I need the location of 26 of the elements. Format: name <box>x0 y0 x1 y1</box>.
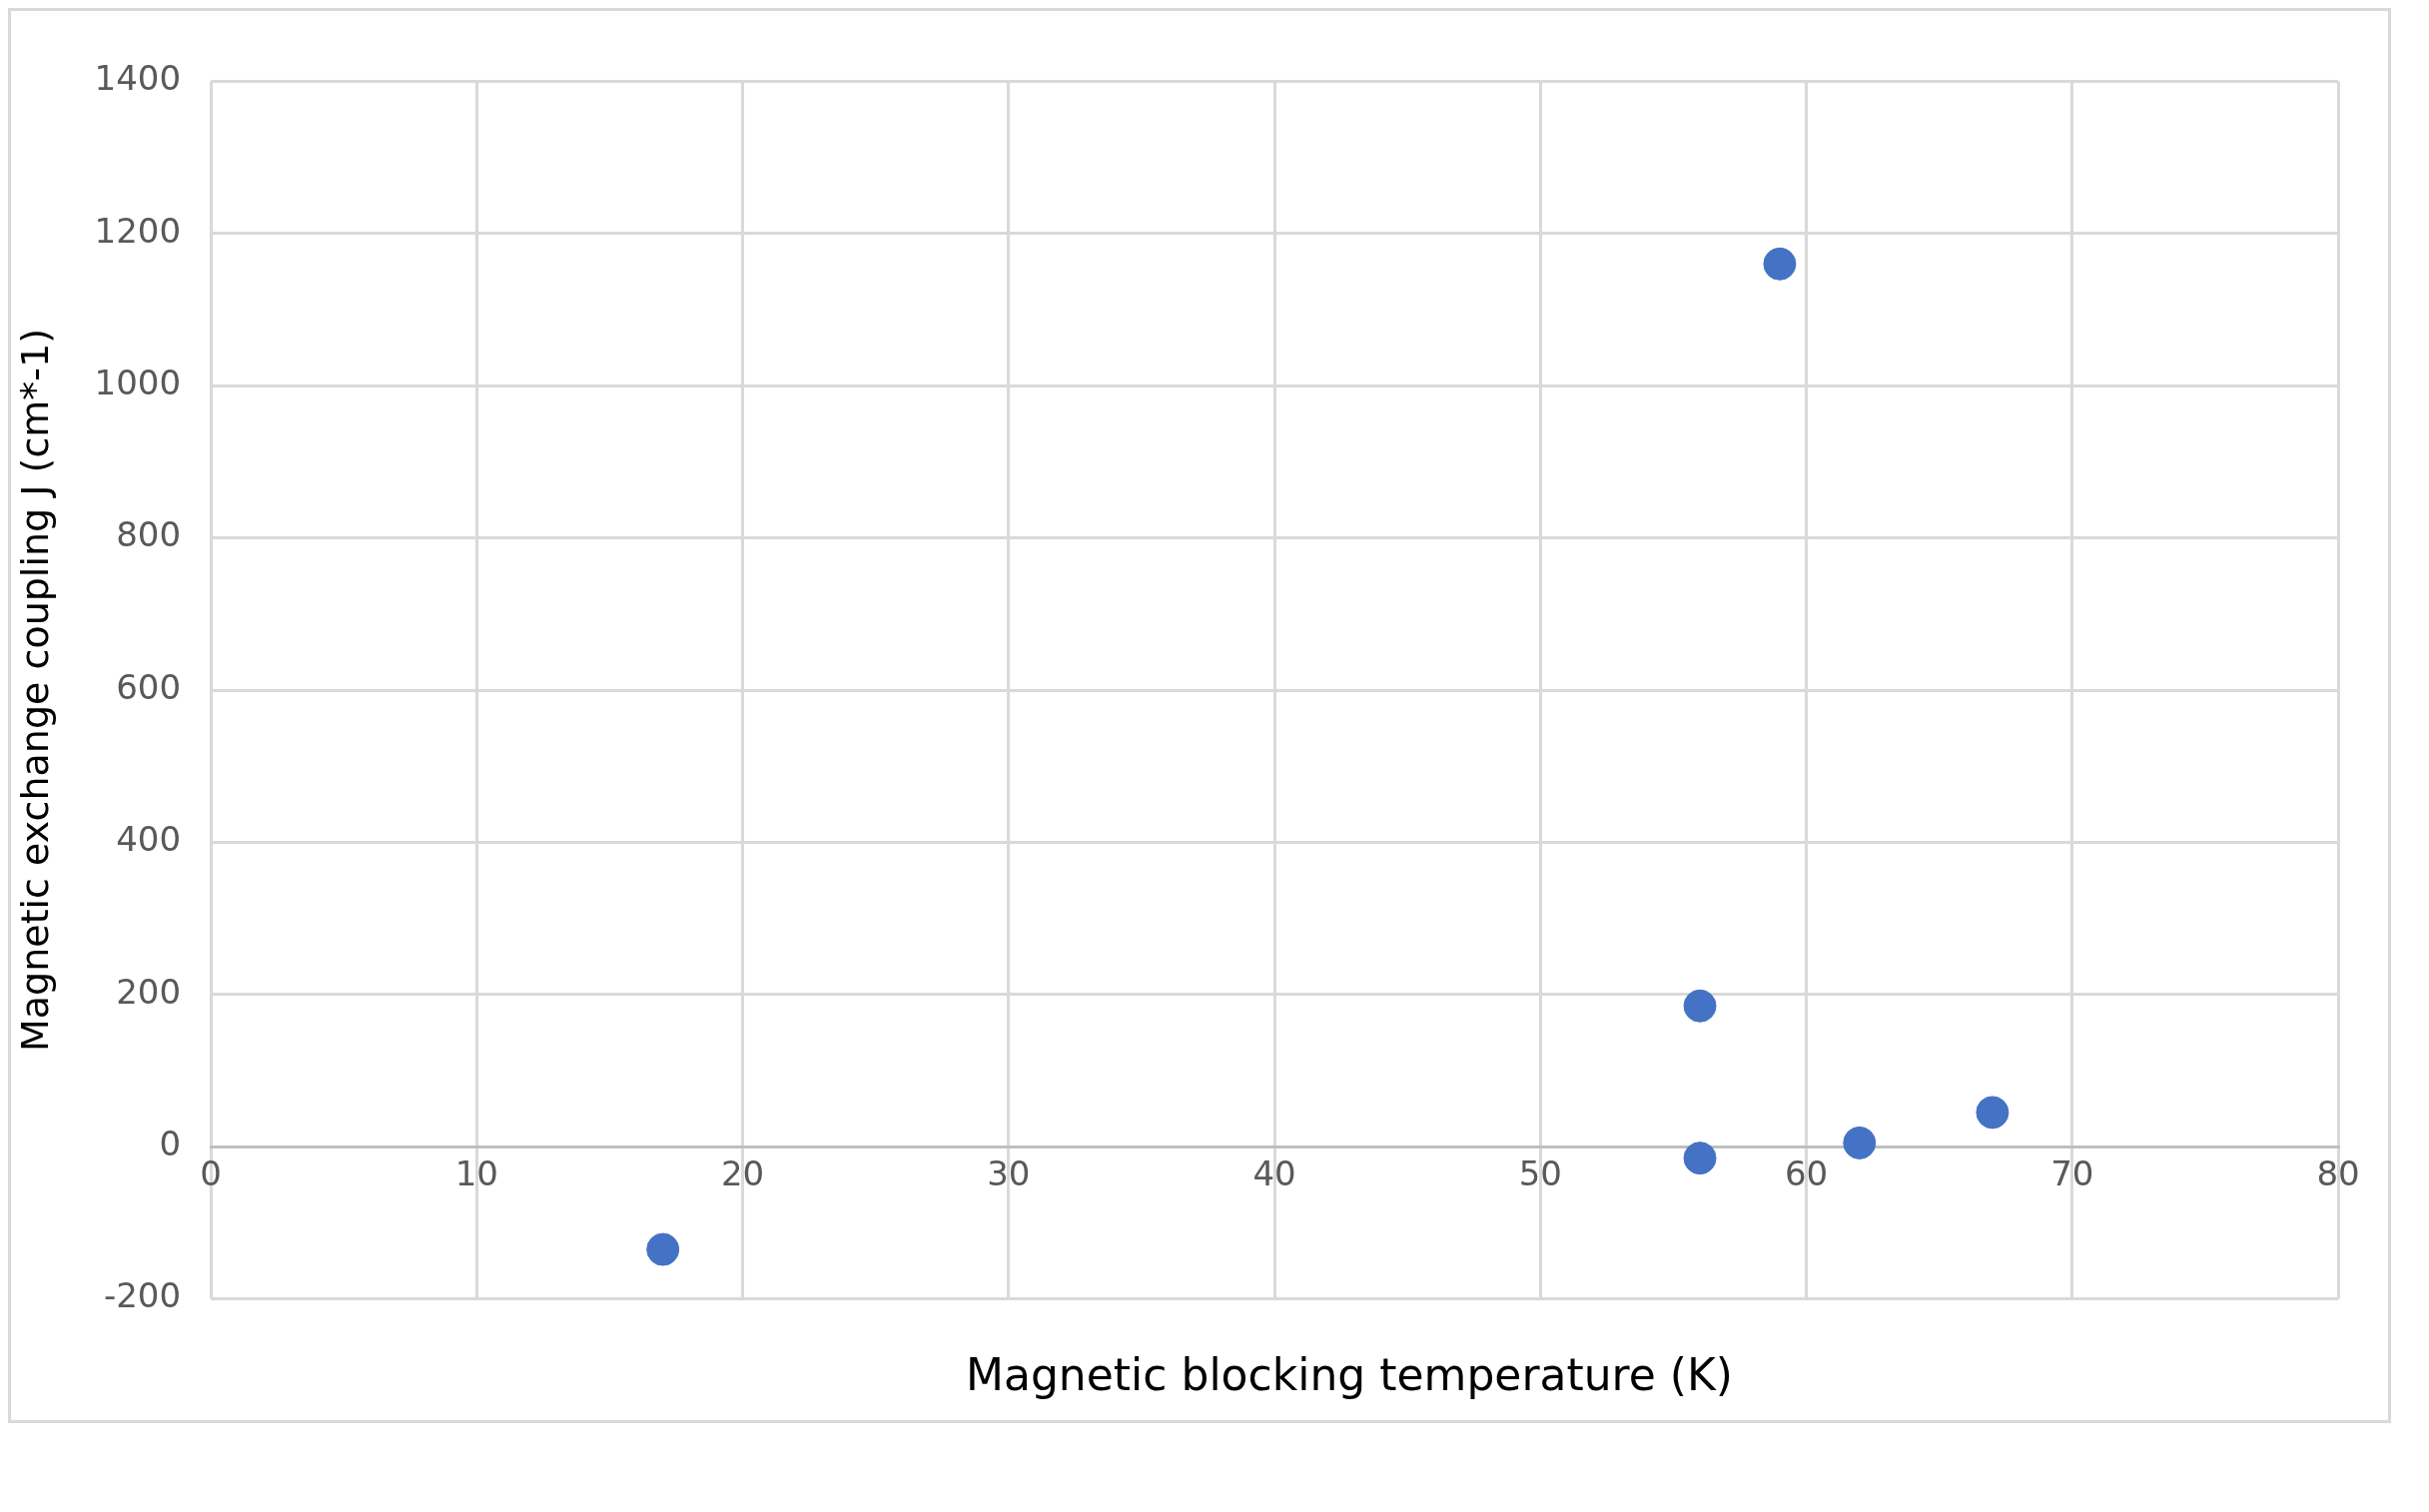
x-tick-label: 60 <box>1784 1153 1829 1194</box>
x-tick-label: 30 <box>987 1153 1031 1194</box>
y-tick-label: 600 <box>116 666 182 707</box>
point <box>1843 1126 1877 1159</box>
x-axis-title: Magnetic blocking temperature (K) <box>965 1349 1734 1400</box>
y-tick-label: 0 <box>159 1124 182 1164</box>
x-tick-label: 70 <box>2050 1153 2094 1194</box>
x-tick-label: 0 <box>200 1153 222 1194</box>
y-tick-label: 200 <box>116 971 182 1012</box>
y-axis-title: Magnetic exchange coupling J (cm*-1) <box>12 328 57 1053</box>
point <box>1763 247 1797 281</box>
x-tick-label: 20 <box>720 1153 765 1194</box>
point <box>1683 989 1717 1023</box>
y-tick-label: 1200 <box>94 210 182 251</box>
point <box>1683 1141 1717 1175</box>
y-tick-label: 400 <box>116 819 182 860</box>
y-tick-label: 1400 <box>94 58 182 99</box>
y-tick-label: -200 <box>103 1275 182 1316</box>
x-tick-label: 10 <box>454 1153 498 1194</box>
point <box>1976 1096 2010 1130</box>
y-tick-label: 1000 <box>94 363 182 403</box>
y-tick-label: 800 <box>116 514 182 555</box>
x-tick-label: 80 <box>2316 1153 2360 1194</box>
point <box>646 1232 680 1266</box>
x-tick-label: 40 <box>1252 1153 1296 1194</box>
x-tick-label: 50 <box>1518 1153 1562 1194</box>
